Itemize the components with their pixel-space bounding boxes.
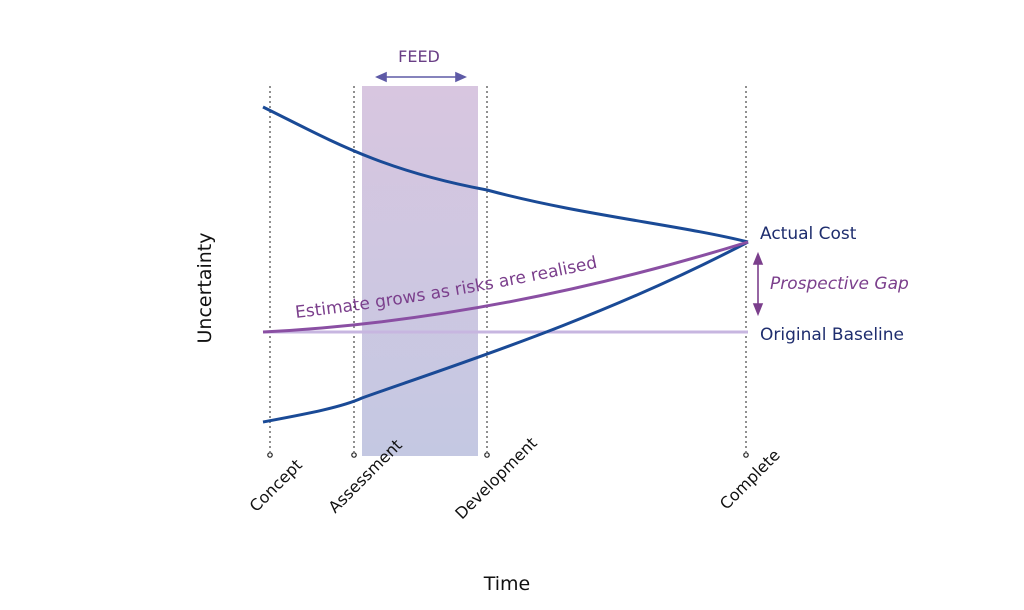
prospective-gap-label: Prospective Gap xyxy=(770,274,909,294)
original-baseline-label: Original Baseline xyxy=(760,325,904,345)
milestone-markers xyxy=(267,452,749,458)
upper-envelope-curve xyxy=(262,105,749,244)
lower-envelope-curve xyxy=(262,240,749,424)
prospective-gap-arrow xyxy=(752,251,764,317)
feed-label: FEED xyxy=(398,47,440,66)
feed-band xyxy=(362,86,478,456)
milestone-lines xyxy=(269,86,747,452)
feed-arrow xyxy=(375,71,467,83)
milestone-marker-assessment xyxy=(351,452,357,458)
milestone-marker-concept xyxy=(267,452,273,458)
actual-cost-label: Actual Cost xyxy=(760,224,857,244)
milestone-marker-development xyxy=(484,452,490,458)
milestone-label-complete: Complete xyxy=(716,445,784,513)
milestone-label-concept: Concept xyxy=(246,455,306,515)
y-axis-title: Uncertainty xyxy=(194,232,216,343)
x-axis-title: Time xyxy=(483,573,531,595)
estimate-curve xyxy=(262,240,749,334)
milestone-marker-complete xyxy=(743,452,749,458)
